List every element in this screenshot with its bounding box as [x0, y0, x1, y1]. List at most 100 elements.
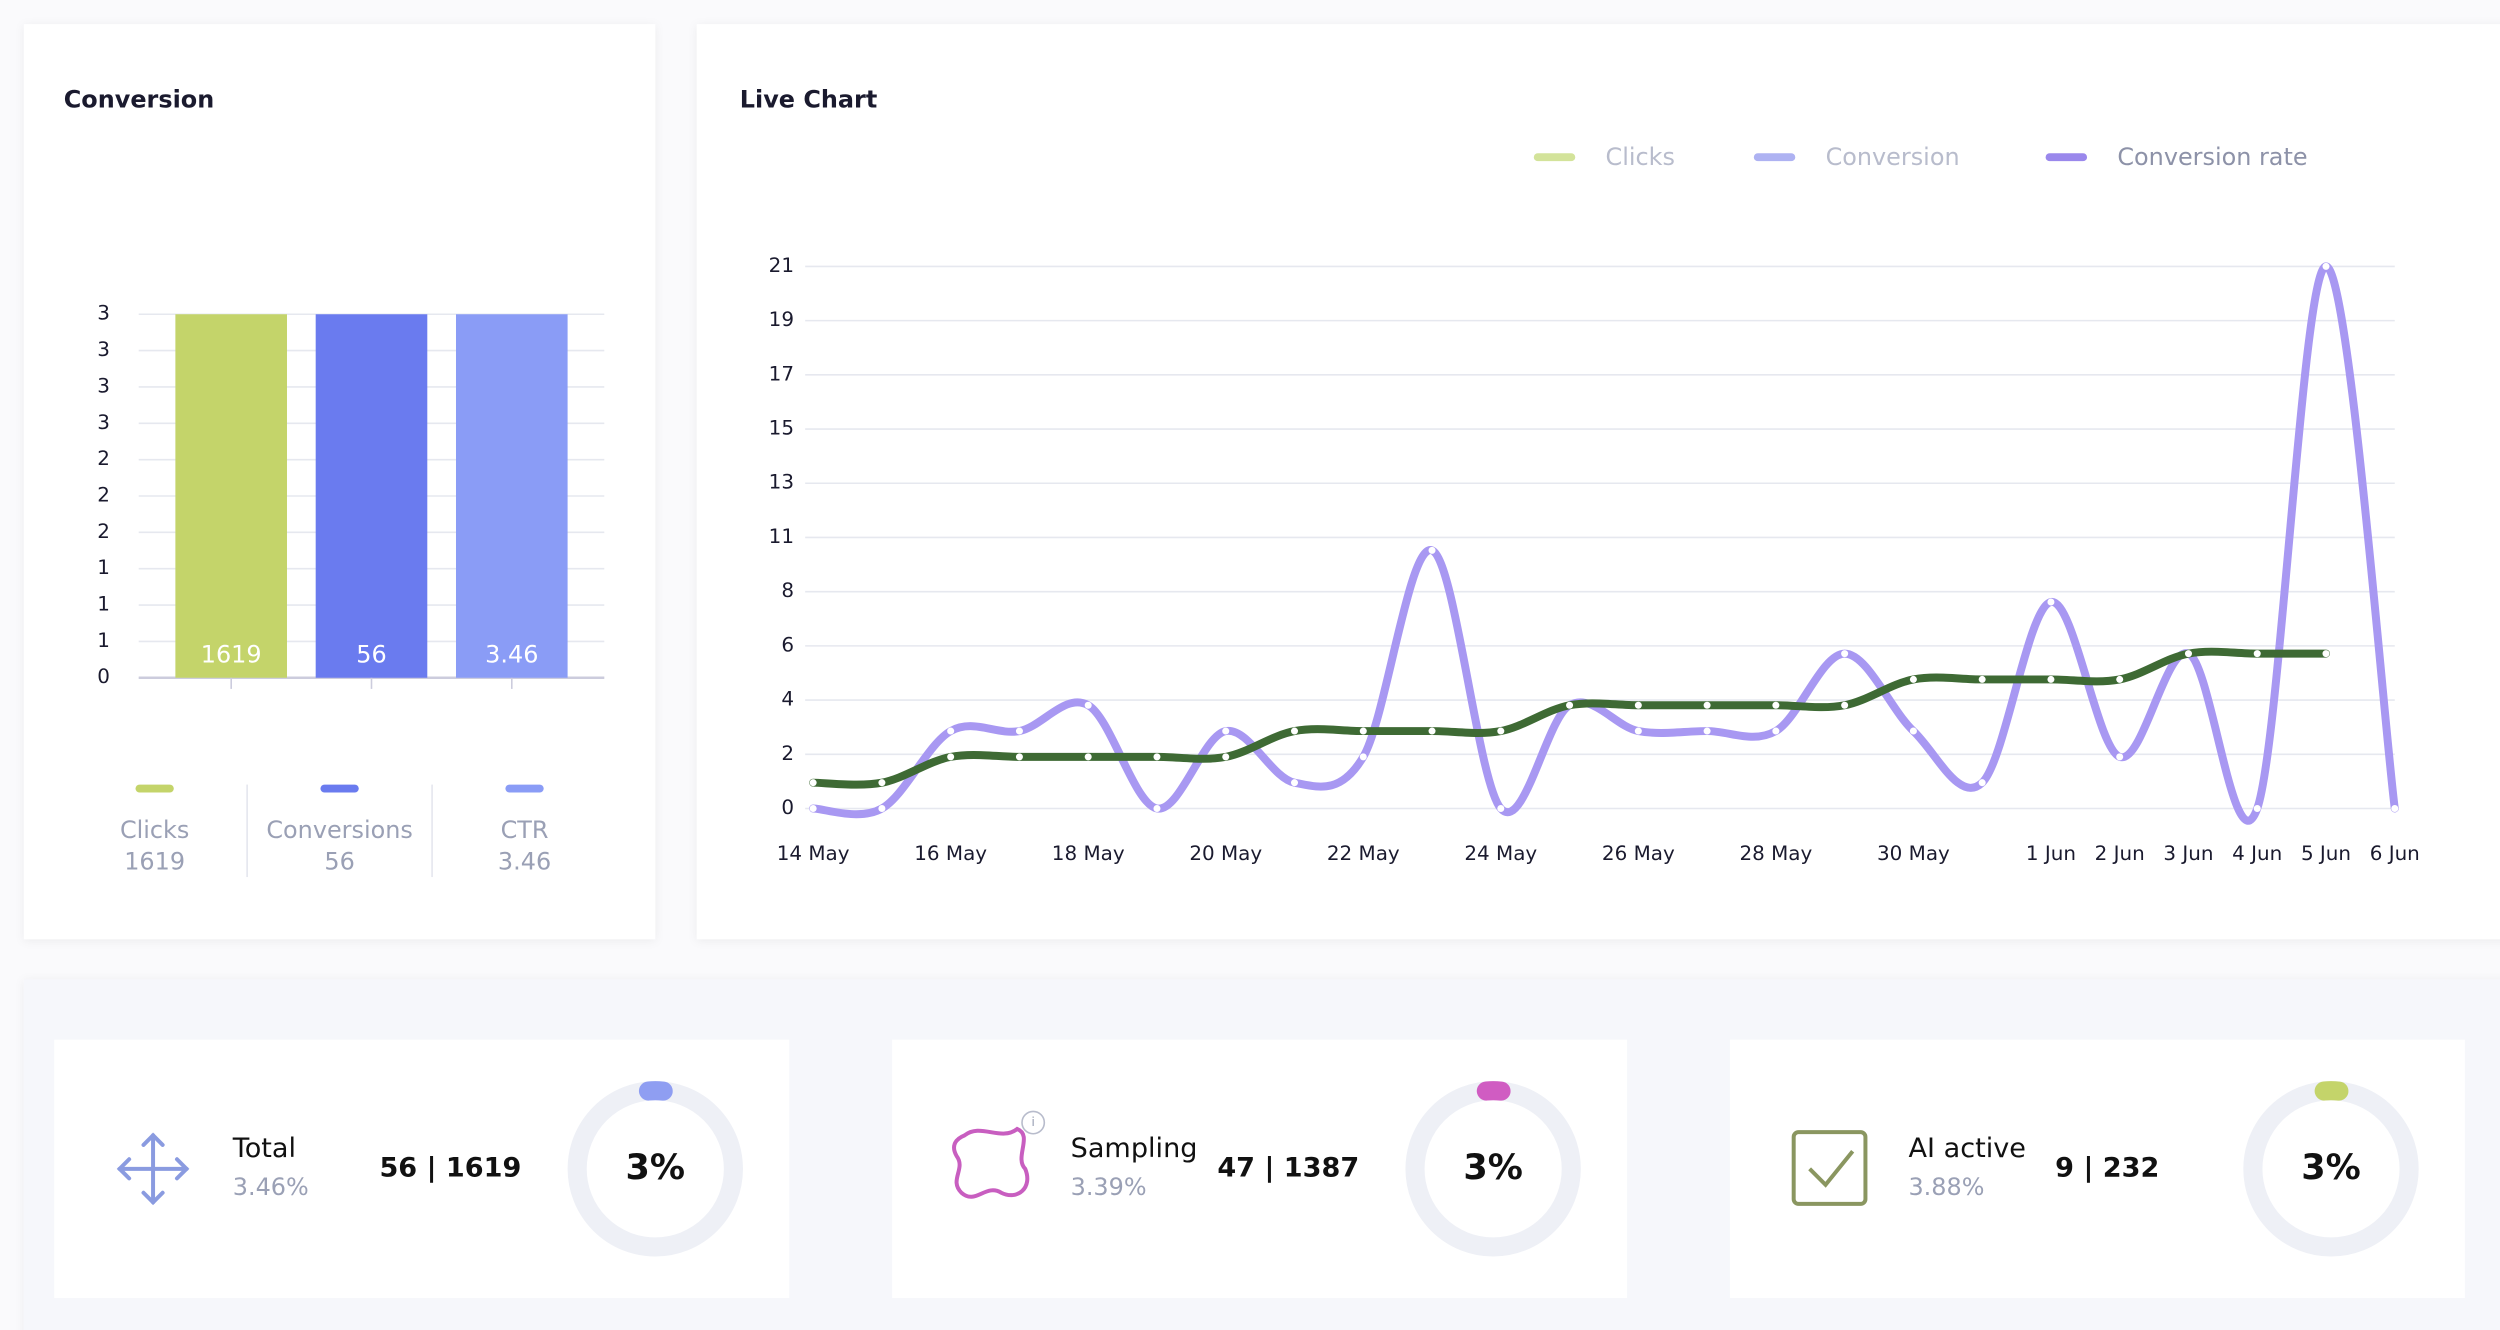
x-tick-label: 2 Jun [2095, 842, 2145, 865]
x-tick-label: 22 May [1327, 842, 1400, 865]
y-tick-label: 3 [97, 411, 110, 434]
y-tick-label: 2 [97, 447, 110, 470]
y-tick-label: 11 [769, 525, 794, 548]
donut-label: 3% [626, 1147, 686, 1188]
point [1634, 701, 1642, 709]
card-rate: 3.88% [1908, 1173, 1984, 1201]
bar [455, 314, 568, 678]
stat-card: Sampling 3.39% 47 | 1387 3% [892, 1039, 1628, 1298]
donut-label: 3% [1463, 1147, 1523, 1188]
point [2116, 753, 2124, 761]
x-tick-label: 28 May [1739, 842, 1812, 865]
card-title: Sampling [1071, 1133, 1198, 1164]
x-tick-label: 24 May [1464, 842, 1537, 865]
x-tick-label: 26 May [1602, 842, 1675, 865]
donut-arc [1405, 1081, 1581, 1257]
y-tick-label: 0 [97, 665, 110, 688]
point [1703, 701, 1711, 709]
card-ratio: 56 | 1619 [379, 1152, 521, 1183]
point [1841, 701, 1849, 709]
point [1566, 701, 1574, 709]
series-line [809, 262, 2399, 825]
icon-move [116, 1132, 190, 1206]
legend-swatch [2045, 153, 2088, 162]
panel [696, 24, 2500, 940]
point [2322, 262, 2330, 270]
point [947, 753, 955, 761]
point [1909, 675, 1917, 683]
svg-text:i: i [1031, 1115, 1035, 1130]
y-tick-label: 2 [97, 520, 110, 543]
point [1841, 650, 1849, 658]
y-tick-label: 2 [97, 483, 110, 506]
point [2184, 650, 2192, 658]
point [1359, 727, 1367, 735]
point [1428, 727, 1436, 735]
line-chart: 0 2 4 6 8 11 13 15 17 19 21 14 May 16 May 18 May 20 Ma… [769, 143, 2420, 865]
point [1497, 804, 1505, 813]
point [809, 779, 817, 787]
point [1290, 727, 1299, 735]
x-tick-label: 16 May [914, 842, 987, 865]
icon-sampling: i [952, 1110, 1046, 1199]
x-tick-label: 1 Jun [2026, 842, 2076, 865]
data-label: 1619 [201, 640, 262, 668]
y-tick-label: 15 [769, 417, 794, 440]
y-tick-label: 21 [769, 254, 794, 277]
y-tick-label: 13 [769, 471, 794, 494]
point [1015, 753, 1023, 761]
x-tick-label: 14 May [777, 842, 850, 865]
legend-label: Conversion rate [2117, 143, 2307, 171]
donut-arc [2243, 1081, 2419, 1257]
point [1290, 779, 1299, 787]
y-tick-label: 17 [769, 362, 794, 385]
legend-value: 1619 [124, 848, 185, 876]
x-tick-label: 20 May [1189, 842, 1262, 865]
point [1978, 779, 1986, 787]
point [2253, 804, 2261, 813]
point [1497, 727, 1505, 735]
y-tick-label: 3 [97, 302, 110, 325]
icon-check [1791, 1130, 1868, 1206]
y-tick-label: 19 [769, 308, 794, 331]
point [1359, 753, 1367, 761]
point [809, 804, 817, 813]
legend-value: 3.46 [498, 848, 551, 876]
point [1015, 727, 1023, 735]
point [1772, 727, 1780, 735]
point [2047, 598, 2055, 606]
x-tick-label: 5 Jun [2301, 842, 2351, 865]
point [2047, 675, 2055, 683]
legend-swatch [505, 784, 544, 793]
card-ratio: 47 | 1387 [1217, 1152, 1359, 1183]
point [947, 727, 955, 735]
point [1222, 727, 1230, 735]
point [1703, 727, 1711, 735]
donut-label: 3% [2301, 1147, 2361, 1188]
x-tick-label: 6 Jun [2370, 842, 2420, 865]
card-title: Total [232, 1133, 296, 1164]
y-tick-label: 3 [97, 374, 110, 397]
point [2116, 675, 2124, 683]
stat-cards: Total 3.46% 56 | 1619 3% Sampling 3.39% 47 | 1… [54, 1039, 2465, 1298]
bar [315, 314, 428, 678]
card-title: AI active [1908, 1133, 2026, 1164]
bars [175, 314, 568, 678]
y-tick-label: 4 [781, 688, 794, 711]
point [1978, 675, 1986, 683]
point [1428, 546, 1436, 554]
legend-label: Conversion [1826, 143, 1960, 171]
x-tick-label: 4 Jun [2232, 842, 2282, 865]
legend-swatch [320, 784, 359, 793]
y-tick-label: 0 [781, 796, 794, 819]
y-tick-label: 1 [97, 629, 110, 652]
stat-card: AI active 3.88% 9 | 232 3% [1729, 1039, 2465, 1298]
x-tick-label: 18 May [1052, 842, 1125, 865]
legend-swatch [1533, 153, 1576, 162]
y-tick-label: 1 [97, 593, 110, 616]
point [1909, 727, 1917, 735]
card-rate: 3.46% [233, 1173, 309, 1201]
panel-title: Conversion [64, 86, 214, 114]
